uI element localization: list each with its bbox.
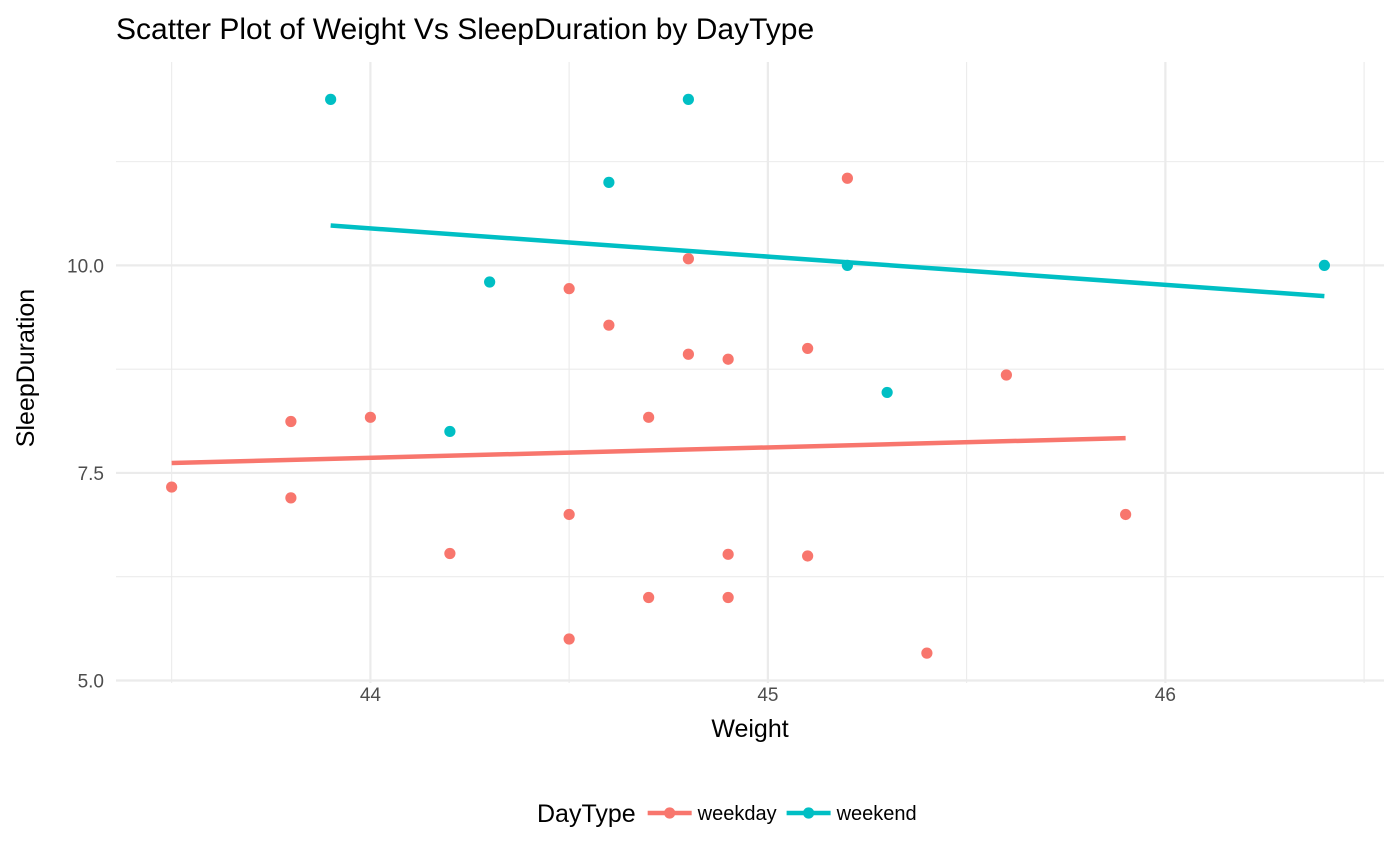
- data-point-weekend: [841, 259, 853, 272]
- data-point-weekday: [1000, 369, 1012, 381]
- data-point-weekday: [921, 647, 933, 659]
- data-point-weekday: [841, 172, 853, 184]
- data-point-weekday: [444, 547, 456, 560]
- legend-items: weekday weekend: [647, 803, 917, 825]
- x-axis-ticks: 44 45 46: [360, 685, 1176, 706]
- legend-key-point: [664, 807, 676, 819]
- data-point-weekday: [563, 633, 575, 645]
- legend-item-weekday: weekday: [647, 803, 777, 825]
- legend-key-point: [803, 807, 815, 819]
- data-point-weekday: [682, 253, 694, 265]
- x-tick-label: 46: [1155, 685, 1176, 706]
- data-point-weekday: [722, 353, 734, 365]
- chart-title: Scatter Plot of Weight Vs SleepDuration …: [116, 13, 814, 46]
- data-point-weekday: [722, 548, 734, 560]
- legend: DayType weekday weekend: [537, 800, 917, 828]
- trend-line-weekday: [171, 435, 1126, 466]
- minor-gridlines: [116, 62, 1384, 683]
- data-point-weekday: [1120, 508, 1132, 521]
- plot-area: [116, 62, 1384, 683]
- legend-label: weekday: [697, 803, 777, 825]
- data-point-weekend: [444, 425, 456, 438]
- data-point-weekday: [802, 550, 814, 562]
- y-tick-label: 7.5: [78, 464, 104, 485]
- data-point-weekday: [285, 415, 297, 428]
- data-points: [166, 93, 1330, 659]
- legend-label: weekend: [836, 803, 917, 825]
- data-point-weekday: [364, 411, 376, 423]
- y-axis-title: SleepDuration: [12, 289, 40, 447]
- data-point-weekday: [285, 492, 297, 504]
- data-point-weekend: [682, 93, 694, 105]
- y-axis-ticks: 5.0 7.5 10.0: [67, 256, 104, 692]
- data-point-weekday: [682, 348, 694, 360]
- legend-title: DayType: [537, 800, 636, 828]
- legend-item-weekend: weekend: [786, 803, 917, 825]
- data-point-weekend: [881, 386, 893, 399]
- data-point-weekend: [1318, 259, 1330, 272]
- y-tick-label: 5.0: [78, 672, 104, 693]
- trend-lines: [171, 223, 1325, 466]
- data-point-weekend: [325, 93, 337, 105]
- data-point-weekday: [722, 591, 734, 604]
- major-gridlines: [116, 62, 1384, 683]
- data-point-weekday: [166, 481, 178, 493]
- data-point-weekend: [603, 176, 615, 188]
- y-tick-label: 10.0: [67, 256, 104, 277]
- data-point-weekend: [484, 276, 496, 288]
- data-point-weekday: [563, 283, 575, 295]
- data-point-weekday: [603, 319, 615, 331]
- data-point-weekday: [563, 508, 575, 521]
- x-tick-label: 45: [757, 685, 778, 706]
- data-point-weekday: [643, 591, 655, 604]
- x-axis-title: Weight: [711, 715, 788, 743]
- x-tick-label: 44: [360, 685, 382, 706]
- data-point-weekday: [643, 411, 655, 423]
- data-point-weekday: [802, 342, 814, 355]
- trend-line-weekend: [330, 223, 1325, 299]
